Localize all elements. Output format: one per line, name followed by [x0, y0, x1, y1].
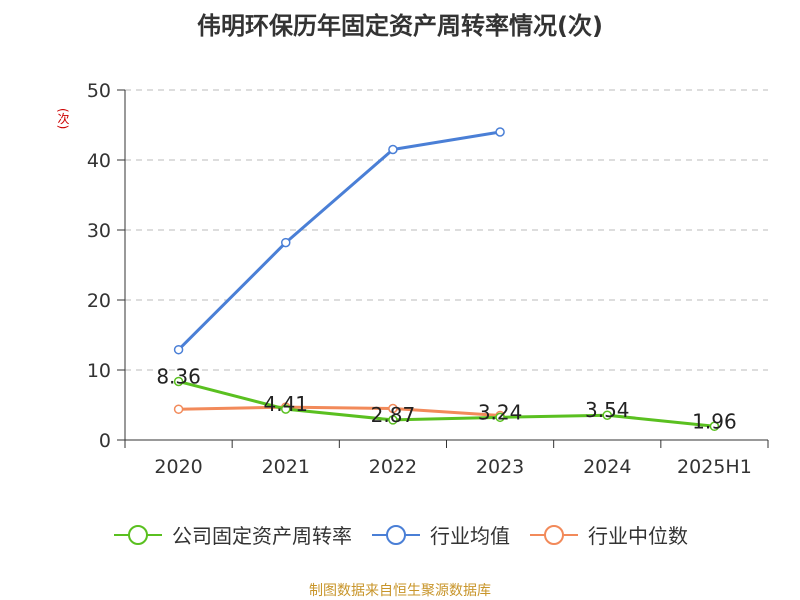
series-line [178, 380, 715, 428]
data-label: 4.41 [263, 392, 308, 416]
data-point [281, 237, 291, 248]
data-point [388, 403, 398, 414]
x-tick-label: 2022 [369, 456, 417, 478]
legend-item[interactable]: 行业中位数 [528, 520, 688, 549]
data-point [388, 415, 398, 425]
x-tick-label: 2023 [476, 456, 524, 478]
legend-item[interactable]: 行业均值 [370, 520, 510, 549]
data-label: 1.96 [692, 409, 737, 433]
data-label: 8.36 [156, 364, 201, 388]
y-axis-unit: (次) [56, 108, 70, 130]
legend-swatch [372, 524, 420, 545]
source-note: 制图数据来自恒生聚源数据库 [309, 583, 491, 599]
data-point [281, 404, 291, 414]
x-tick-label: 2024 [583, 456, 631, 478]
data-point [173, 344, 184, 355]
y-tick-label: 20 [87, 290, 111, 312]
y-tick-label: 10 [87, 360, 111, 382]
data-label: 3.54 [585, 398, 630, 422]
legend-swatch [114, 524, 162, 545]
y-tick-label: 30 [87, 220, 111, 242]
y-tick-label: 50 [87, 80, 111, 102]
data-label: 3.24 [478, 400, 523, 424]
legend-label: 行业中位数 [588, 524, 688, 548]
data-point [495, 127, 505, 137]
legend-swatch [530, 524, 578, 545]
data-point [495, 412, 505, 423]
data-point [602, 410, 612, 420]
data-point [173, 376, 184, 387]
series-line [177, 130, 501, 351]
y-tick-label: 40 [87, 150, 111, 172]
data-point [173, 404, 184, 414]
data-point [388, 144, 398, 155]
legend-item[interactable]: 公司固定资产周转率 [112, 520, 352, 549]
data-point [709, 421, 720, 432]
data-label: 2.87 [371, 403, 416, 427]
legend-label: 行业均值 [430, 524, 510, 548]
chart-title: 伟明环保历年固定资产周转率情况(次) [197, 12, 603, 40]
x-tick-label: 2021 [262, 456, 310, 478]
legend-label: 公司固定资产周转率 [172, 524, 352, 548]
x-tick-label: 2025H1 [677, 456, 752, 478]
y-tick-label: 0 [99, 430, 111, 452]
series-line [178, 405, 501, 417]
x-tick-label: 2020 [154, 456, 202, 478]
legend: 公司固定资产周转率 行业均值 行业中位数 [0, 520, 800, 549]
